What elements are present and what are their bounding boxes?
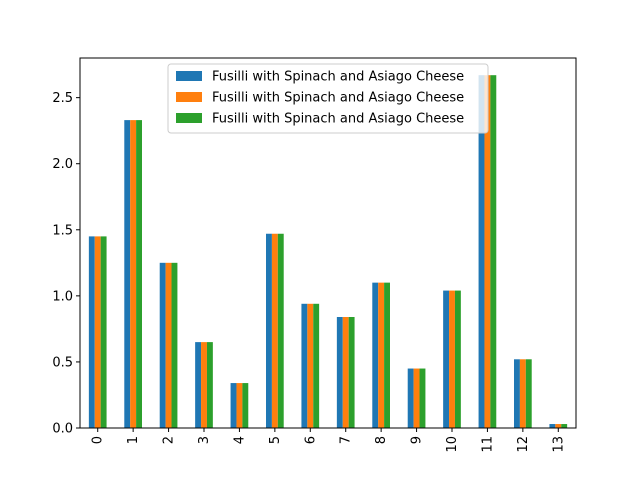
x-tick-label: 1 (126, 436, 141, 444)
y-tick-label: 0.0 (52, 422, 73, 437)
bar (348, 317, 355, 428)
bar (555, 424, 562, 428)
legend-swatch (176, 113, 202, 123)
bar (514, 359, 520, 428)
legend-label: Fusilli with Spinach and Asiago Cheese (212, 91, 464, 106)
bar (490, 75, 497, 429)
y-axis: 0.0 0.5 1.0 1.5 2.0 2.5 (52, 91, 80, 437)
y-tick-label: 0.5 (52, 355, 73, 370)
x-tick-label: 2 (162, 436, 177, 444)
x-tick-label: 10 (445, 436, 460, 453)
legend: Fusilli with Spinach and Asiago Cheese Fu… (167, 63, 489, 134)
bar (407, 368, 414, 428)
bar (100, 236, 107, 428)
bar (378, 282, 385, 428)
bar (171, 262, 178, 428)
legend-box (167, 63, 489, 134)
y-tick-label: 1.0 (52, 289, 73, 304)
bar (124, 120, 131, 429)
bar (478, 75, 485, 429)
bar (419, 368, 426, 428)
bar (307, 303, 314, 428)
legend-swatch (176, 92, 202, 102)
bar (525, 359, 532, 428)
plot-frame (79, 57, 577, 429)
legend-label: Fusilli with Spinach and Asiago Cheese (212, 112, 464, 127)
bar (561, 424, 568, 428)
bar (165, 262, 172, 428)
bar (454, 290, 461, 428)
bar (236, 383, 243, 428)
bar (159, 262, 166, 428)
bar-series-group (88, 75, 568, 429)
bar (195, 342, 202, 428)
x-tick-label: 8 (374, 436, 389, 444)
bar (130, 120, 137, 429)
bar (342, 317, 349, 428)
x-tick-label: 5 (268, 436, 283, 444)
bar (549, 424, 556, 428)
x-tick-label: 0 (91, 436, 106, 444)
bar (201, 342, 207, 428)
bar (413, 368, 420, 428)
bar (230, 383, 237, 428)
bar (271, 233, 278, 428)
y-tick-label: 2.5 (52, 91, 73, 106)
bar (336, 317, 343, 428)
bar (266, 233, 272, 428)
bar (88, 236, 95, 428)
x-tick-label: 11 (480, 436, 495, 453)
bar (242, 383, 249, 428)
x-tick-label: 3 (197, 436, 212, 444)
bar (301, 303, 308, 428)
bar (206, 342, 213, 428)
bar (449, 290, 455, 428)
x-tick-label: 13 (551, 436, 566, 453)
bar (384, 282, 390, 428)
bar (94, 236, 101, 428)
x-tick-label: 6 (303, 436, 318, 444)
x-axis: 0 1 2 3 4 5 6 7 8 9 10 11 12 13 (91, 428, 566, 453)
bar (372, 282, 379, 428)
x-tick-label: 7 (339, 436, 354, 444)
bar (277, 233, 284, 428)
x-tick-label: 9 (410, 436, 425, 444)
bar (313, 303, 320, 428)
x-tick-label: 12 (516, 436, 531, 453)
legend-label: Fusilli with Spinach and Asiago Cheese (212, 70, 464, 85)
bar (136, 120, 142, 429)
bar (484, 75, 491, 429)
legend-swatch (176, 71, 202, 81)
bar (519, 359, 526, 428)
y-tick-label: 2.0 (52, 157, 73, 172)
bar (443, 290, 450, 428)
x-tick-label: 4 (232, 436, 247, 444)
y-tick-label: 1.5 (52, 223, 73, 238)
